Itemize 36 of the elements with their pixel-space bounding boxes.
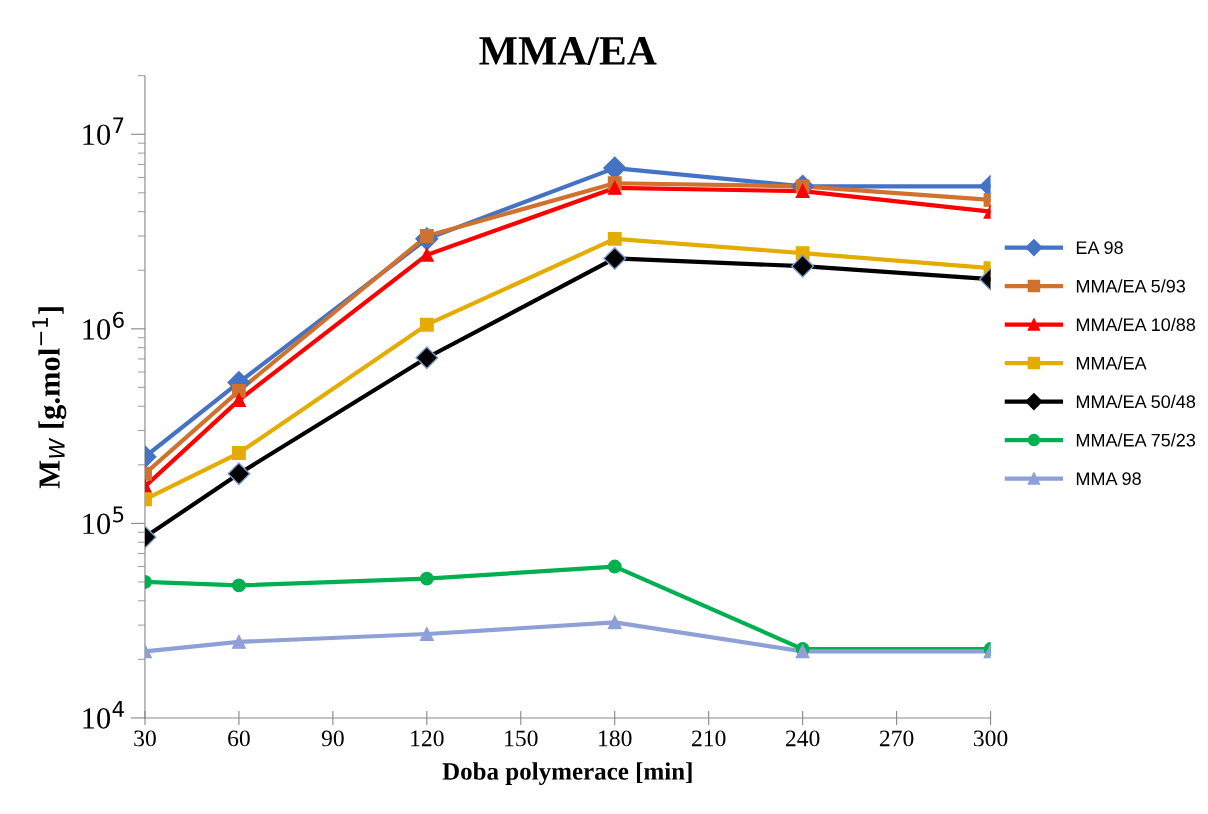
point <box>791 254 815 278</box>
x-tick-label: 180 <box>599 730 632 747</box>
chart-title: MMA/EA <box>479 37 657 65</box>
x-tick-label: 210 <box>692 730 726 747</box>
point <box>419 247 434 262</box>
point <box>607 180 622 195</box>
y-axis-title: M$_{W}$ [g.mol$^{−1}$] <box>32 307 67 489</box>
legend-label: MMA/EA 5/93 <box>1076 279 1186 293</box>
legend-label: MMA/EA 50/48 <box>1076 394 1196 409</box>
point <box>607 615 622 630</box>
y-tick-label: 10$^{6}$ <box>83 311 124 340</box>
legend-label: MMA/EA 10/88 <box>1076 317 1196 332</box>
y-tick-label: 10$^{4}$ <box>83 701 124 729</box>
point <box>419 571 434 586</box>
x-tick-label: 30 <box>134 730 156 747</box>
legend-label: EA 98 <box>1076 241 1123 255</box>
x-tick-label: 90 <box>321 730 344 747</box>
point <box>603 246 627 270</box>
x-tick-label: 300 <box>973 730 1008 747</box>
legend-label: MMA/EA <box>1076 356 1147 370</box>
point <box>419 627 434 641</box>
legend-label: MMA 98 <box>1076 472 1141 486</box>
x-tick-label: 270 <box>879 730 914 747</box>
x-tick-label: 150 <box>505 730 538 747</box>
point <box>415 346 439 370</box>
y-tick-label: 10$^{5}$ <box>83 506 124 535</box>
point <box>227 462 251 486</box>
point <box>607 231 622 246</box>
point <box>607 559 622 574</box>
legend-label: MMA/EA 75/23 <box>1076 433 1196 447</box>
x-tick-label: 60 <box>228 730 250 747</box>
y-tick-label: 10$^{7}$ <box>83 117 124 146</box>
point <box>419 317 434 332</box>
x-tick-label: 120 <box>411 730 444 747</box>
x-tick-label: 240 <box>785 730 820 747</box>
x-axis-title: Doba polymerace [min] <box>442 762 692 786</box>
